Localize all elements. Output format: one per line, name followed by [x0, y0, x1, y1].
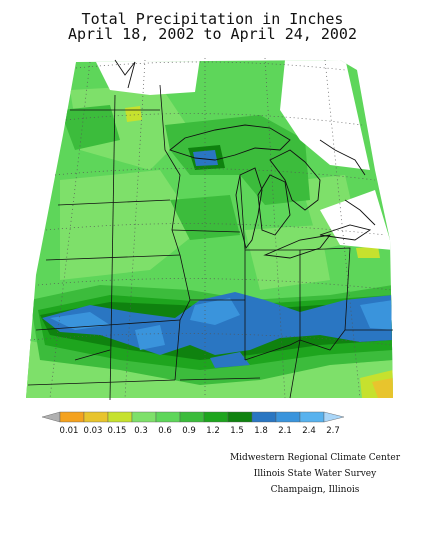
legend-labels: 0.01 0.03 0.15 0.3 0.6 0.9 1.2 1.5 1.8 2.1 2.4 2.7 [60, 426, 340, 436]
credit-mrcc: Midwestern Regional Climate Center [229, 453, 401, 463]
legend-swatches [41, 411, 345, 423]
credit-isws: Illinois State Water Survey [253, 469, 377, 479]
precip-fill-layer [26, 60, 393, 398]
legend-swatch [299, 411, 325, 423]
legend-break-label: 2.4 [302, 426, 316, 436]
state-borders [27, 84, 393, 401]
graticule [29, 57, 394, 399]
legend-swatch [83, 411, 109, 423]
legend-break-label: 0.3 [134, 426, 148, 436]
legend-break-label: 0.01 [60, 426, 79, 436]
legend-swatch [179, 411, 205, 423]
legend-swatch [155, 411, 181, 423]
legend-break-label: 1.8 [254, 426, 268, 436]
legend-break-label: 0.6 [158, 426, 172, 436]
credit-location: Champaign, Illinois [270, 485, 360, 495]
legend-break-label: 2.7 [326, 426, 340, 436]
legend-swatch [41, 411, 61, 423]
map-date-range: April 18, 2002 to April 24, 2002 [68, 25, 357, 43]
legend-swatch [323, 411, 345, 423]
legend-break-label: 0.9 [182, 426, 196, 436]
legend-swatch [275, 411, 301, 423]
great-lakes-outline [114, 59, 376, 259]
map-title: Total Precipitation in Inches [81, 10, 344, 28]
legend-swatch [107, 411, 133, 423]
legend-swatch [59, 411, 85, 423]
legend-swatch [227, 411, 253, 423]
legend-swatch [251, 411, 277, 423]
legend-swatch [131, 411, 157, 423]
legend-break-label: 1.2 [206, 426, 220, 436]
legend-swatch [203, 411, 229, 423]
legend-break-label: 2.1 [278, 426, 292, 436]
legend-break-label: 1.5 [230, 426, 244, 436]
legend-break-label: 0.15 [108, 426, 127, 436]
legend-break-label: 0.03 [84, 426, 103, 436]
